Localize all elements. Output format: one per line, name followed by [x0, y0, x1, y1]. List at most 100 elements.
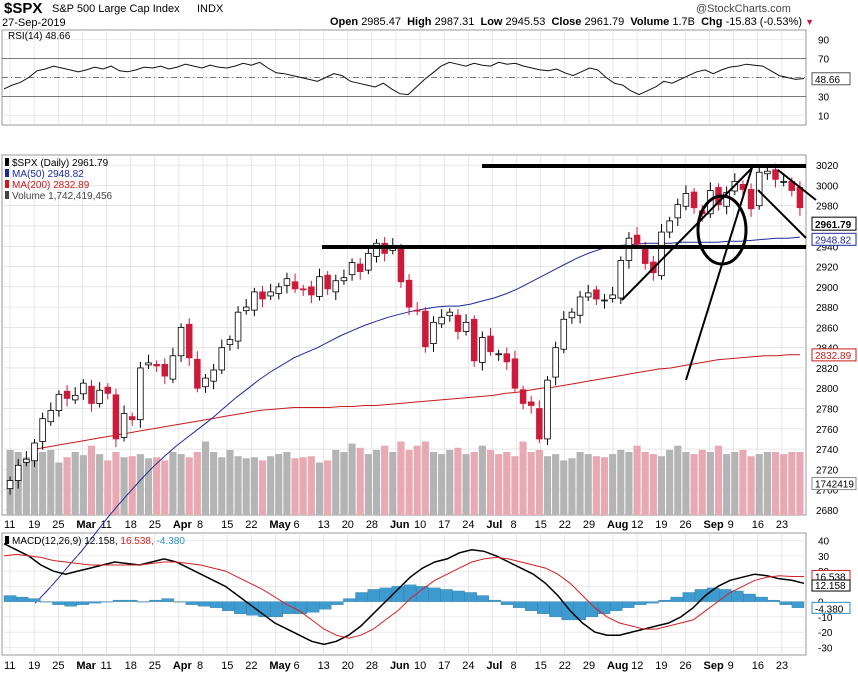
x-tick-label-price: 15	[535, 519, 547, 531]
x-tick-label-price: 16	[752, 519, 764, 531]
volume-bar	[340, 452, 348, 515]
x-tick-label-macd: 13	[318, 660, 330, 672]
x-tick-label-macd: 9	[728, 660, 734, 672]
macd-histogram-bar	[149, 599, 162, 602]
volume-bar	[413, 445, 421, 515]
volume-bar	[120, 457, 128, 515]
volume-bar	[633, 445, 641, 515]
volume-bar	[291, 458, 299, 515]
x-tick-label-price: 6	[293, 519, 299, 531]
price-tick-label: 2740	[816, 445, 839, 456]
x-tick-label-macd: 11	[4, 660, 15, 672]
price-tick-label: 2720	[816, 465, 839, 476]
macd-histogram-bar	[270, 601, 283, 618]
macd-histogram-bar	[682, 592, 696, 602]
x-tick-label-macd: 18	[125, 660, 137, 672]
macd-histogram-bar	[731, 590, 744, 602]
chart-date: 27-Sep-2019	[2, 17, 66, 29]
legend-swatch	[5, 191, 9, 199]
x-tick-label-macd: 23	[776, 660, 788, 672]
instrument-name: S&P 500 Large Cap Index	[52, 3, 180, 15]
rsi-tick-label: 30	[818, 93, 830, 104]
macd-tick-label: -30	[818, 643, 833, 654]
highlight-circle	[696, 194, 748, 266]
macd-histogram-bar	[173, 601, 186, 603]
candle-body	[674, 204, 682, 219]
candle-body	[405, 279, 413, 308]
candle-body	[666, 220, 673, 233]
volume-bar	[128, 456, 136, 515]
volume-bar	[405, 449, 413, 515]
candle-body	[299, 288, 307, 291]
volume-bar	[478, 445, 486, 515]
price-tick-label: 2820	[816, 364, 839, 375]
x-tick-label-macd: 10	[414, 660, 426, 672]
candle-body	[55, 393, 63, 411]
macd-histogram-bar	[100, 601, 114, 603]
volume-last-label: 1742419	[815, 480, 854, 491]
x-tick-label-price: 19	[655, 519, 667, 531]
macd-histogram-bar	[367, 589, 380, 602]
x-tick-label-macd: 19	[28, 660, 40, 672]
macd-histogram-bar	[234, 601, 247, 614]
volume-bar	[324, 460, 332, 515]
x-tick-label-price: 17	[438, 519, 450, 531]
candle-body	[275, 286, 283, 294]
volume-bar	[96, 454, 104, 515]
x-tick-label-macd: 25	[149, 660, 161, 672]
volume-bar	[397, 441, 405, 515]
macd-histogram-bar	[306, 601, 320, 613]
volume-bar	[193, 452, 201, 515]
candle-body	[755, 171, 763, 207]
x-tick-label-price: 11	[100, 519, 111, 531]
volume-bar	[372, 449, 381, 515]
x-tick-label-price: 8	[511, 519, 517, 531]
x-tick-label-macd: 12	[631, 660, 643, 672]
legend-swatch	[5, 169, 9, 177]
macd-histogram-bar	[64, 601, 77, 607]
macd-histogram-bar	[634, 601, 647, 605]
x-tick-label-price: 11	[4, 519, 15, 531]
volume-bar	[560, 460, 568, 515]
x-tick-label-price: 15	[221, 519, 233, 531]
candle-body	[764, 170, 771, 175]
x-tick-label-macd: 17	[438, 660, 450, 672]
x-tick-label-price: Jun	[390, 519, 410, 531]
x-tick-label-price: 25	[149, 519, 161, 531]
volume-bar	[39, 452, 47, 515]
volume-bar	[714, 445, 723, 515]
x-tick-label-macd: Jun	[390, 660, 410, 672]
candle-body	[185, 323, 193, 359]
candle-body	[365, 252, 372, 271]
macd-hist-last-box	[811, 601, 851, 614]
x-tick-label-price: 28	[366, 519, 378, 531]
macd-tick-label: -20	[818, 628, 833, 639]
macd-hist-last-label: -4.380	[815, 604, 844, 615]
candle-body	[780, 180, 787, 183]
macd-histogram-bar	[525, 601, 538, 611]
macd-histogram-bar	[488, 599, 502, 602]
x-tick-label-macd: 20	[342, 660, 354, 672]
x-tick-label-price: 19	[28, 519, 40, 531]
legend-swatch	[5, 536, 9, 544]
macd-histogram-bar	[476, 595, 489, 602]
macd-histogram-bar	[415, 586, 429, 602]
macd-histogram-bar	[28, 598, 41, 602]
volume-bar	[446, 449, 454, 515]
x-tick-label-macd: 15	[221, 660, 233, 672]
x-tick-label-price: 10	[414, 519, 426, 531]
macd-signal-last-label: 16.538	[815, 572, 846, 583]
volume-bar	[250, 457, 258, 515]
macd-tick-label: 30	[818, 552, 830, 563]
candle-body	[552, 347, 559, 378]
volume-bar	[177, 454, 185, 515]
candle-body	[356, 263, 364, 273]
x-tick-label-macd: 8	[197, 660, 203, 672]
macd-histogram-bar	[15, 596, 29, 602]
candle-body	[316, 276, 323, 297]
volume-bar	[185, 457, 193, 515]
candle-body	[47, 410, 55, 423]
candle-body	[438, 316, 445, 325]
candle-body	[324, 274, 331, 290]
candle-body	[340, 277, 348, 282]
